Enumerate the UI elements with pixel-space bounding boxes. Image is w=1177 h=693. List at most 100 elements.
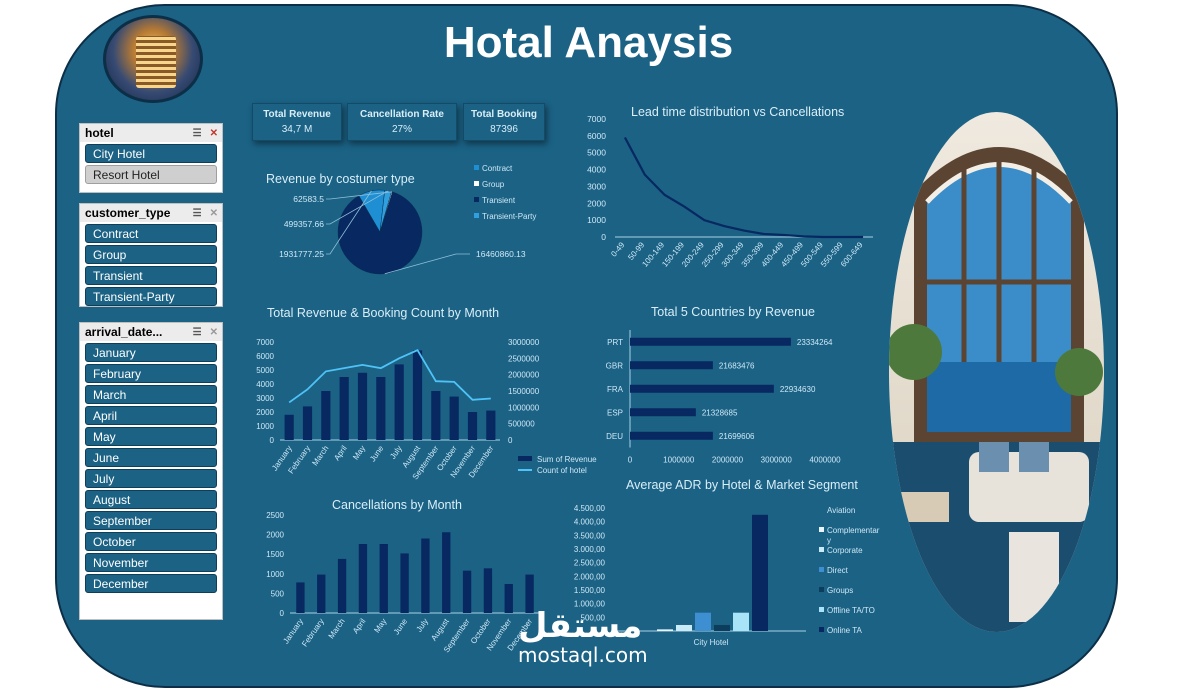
slicer-item[interactable]: Group (85, 245, 217, 264)
y-tick-label: 3000 (256, 394, 274, 403)
country-bar (630, 337, 791, 346)
y-tick-label: - (602, 627, 605, 636)
legend-label: Count of hotel (537, 466, 587, 475)
kpi-total-revenue: Total Revenue 34,7 M (252, 103, 342, 141)
revenue-bar (284, 414, 294, 440)
y2-tick-label: 3000000 (508, 338, 540, 347)
slicer-title: arrival_date... (85, 325, 163, 339)
y-tick-label: 500,00 (581, 613, 606, 622)
slicer-header: customer_type ☰ ✕ (80, 204, 222, 222)
cancellation-bar (337, 558, 347, 613)
slicer-item[interactable]: October (85, 532, 217, 551)
legend-label: Corporate (827, 546, 863, 555)
legend-label: Offline TA/TO (827, 606, 875, 615)
cancellation-bar (317, 574, 326, 613)
legend-swatch (819, 567, 824, 572)
y-tick-label: FRA (607, 385, 624, 394)
y-tick-label: 1000 (256, 422, 274, 431)
y-tick-label: 4.500,00 (574, 504, 606, 513)
slicer-item[interactable]: December (85, 574, 217, 593)
slicer-item[interactable]: September (85, 511, 217, 530)
lead-chart-title: Lead time distribution vs Cancellations (631, 105, 845, 119)
multi-select-icon[interactable]: ☰ (192, 207, 202, 219)
y-tick-label: PRT (607, 338, 623, 347)
legend-label: Aviation (827, 506, 855, 515)
y2-tick-label: 500000 (508, 420, 535, 429)
y-tick-label: 0 (601, 232, 606, 242)
pie-data-label: 1931777.25 (279, 249, 324, 259)
legend-label: Contract (482, 164, 513, 173)
y-tick-label: 2.500,00 (574, 559, 606, 568)
x-tick-label: City Hotel (694, 638, 729, 647)
cancellation-bar (525, 574, 534, 613)
legend-swatch (518, 456, 532, 461)
countries-chart-title: Total 5 Countries by Revenue (651, 305, 815, 319)
dashboard-title: Hotal Anaysis (443, 18, 734, 67)
country-bar (630, 431, 713, 440)
adr-bar (714, 624, 730, 631)
legend-label: Sum of Revenue (537, 455, 597, 464)
y-tick-label: 6000 (587, 131, 606, 141)
kpi-total-booking-label: Total Booking (471, 109, 537, 120)
x-tick-label: May (351, 444, 367, 462)
legend-swatch (819, 527, 824, 532)
multi-select-icon[interactable]: ☰ (192, 127, 202, 139)
y-tick-label: 0 (280, 609, 285, 618)
clear-filter-icon[interactable]: ✕ (209, 207, 218, 219)
y-tick-label: 2000 (266, 531, 284, 540)
slicer-item[interactable]: City Hotel (85, 144, 217, 163)
kpi-total-revenue-value: 34,7 M (281, 124, 313, 135)
x-tick-label: June (392, 617, 410, 637)
slicer-item[interactable]: Resort Hotel (85, 165, 217, 184)
cancellation-bar (379, 544, 388, 613)
bar-data-label: 21699606 (719, 432, 755, 441)
y2-tick-label: 2000000 (508, 371, 540, 380)
hotel-logo-image (103, 15, 203, 103)
clear-filter-icon[interactable]: ✕ (209, 127, 218, 139)
slicer-item[interactable]: June (85, 448, 217, 467)
slicer-item[interactable]: April (85, 406, 217, 425)
slicer-item[interactable]: November (85, 553, 217, 572)
clear-filter-icon[interactable]: ✕ (209, 326, 218, 338)
slicer-0: hotel ☰ ✕ City Hotel Resort Hotel (79, 123, 223, 193)
multi-select-icon[interactable]: ☰ (192, 326, 202, 338)
y-tick-label: 1000 (266, 570, 284, 579)
country-bar (630, 361, 713, 370)
slicer-item[interactable]: Contract (85, 224, 217, 243)
slicer-item[interactable]: Transient-Party (85, 287, 217, 306)
slicer-item[interactable]: February (85, 364, 217, 383)
kpi-cancellation-rate-value: 27% (391, 124, 412, 135)
month-chart-title: Total Revenue & Booking Count by Month (267, 306, 500, 320)
kpi-cancellation-rate-label: Cancellation Rate (360, 109, 444, 120)
slicer-item[interactable]: March (85, 385, 217, 404)
y-tick-label: 7000 (587, 114, 606, 124)
y-tick-label: GBR (606, 361, 624, 370)
slicer-item[interactable]: Transient (85, 266, 217, 285)
hotel-room-photo (889, 112, 1104, 632)
pie-leader-line (384, 253, 470, 275)
x-tick-label: March (310, 444, 330, 467)
revenue-bar (302, 406, 313, 440)
slicer-item[interactable]: August (85, 490, 217, 509)
slicer-item[interactable]: January (85, 343, 217, 362)
slicer-item[interactable]: July (85, 469, 217, 488)
y-tick-label: 4.000,00 (574, 518, 606, 527)
y-tick-label: 6000 (256, 352, 274, 361)
kpi-cancellation-rate: Cancellation Rate 27% (347, 103, 457, 141)
slicer-header: arrival_date... ☰ ✕ (80, 323, 222, 341)
y-tick-label: 1500 (266, 550, 284, 559)
x-tick-label: 0-49 (609, 240, 627, 258)
revenue-bar (321, 391, 331, 440)
legend-swatch (819, 627, 824, 632)
slicer-icons: ☰ ✕ (193, 208, 218, 219)
x-tick-label: 1000000 (663, 456, 695, 465)
adr-chart-title: Average ADR by Hotel & Market Segment (626, 478, 858, 492)
legend-label: Groups (827, 586, 853, 595)
slicer-title: hotel (85, 126, 114, 140)
legend-swatch (819, 607, 824, 612)
slicer-item[interactable]: May (85, 427, 217, 446)
watermark-arabic: مستقل (518, 606, 643, 646)
y-tick-label: 5000 (587, 148, 606, 158)
slicer-1: customer_type ☰ ✕ Contract Group Transient Tra… (79, 203, 223, 307)
